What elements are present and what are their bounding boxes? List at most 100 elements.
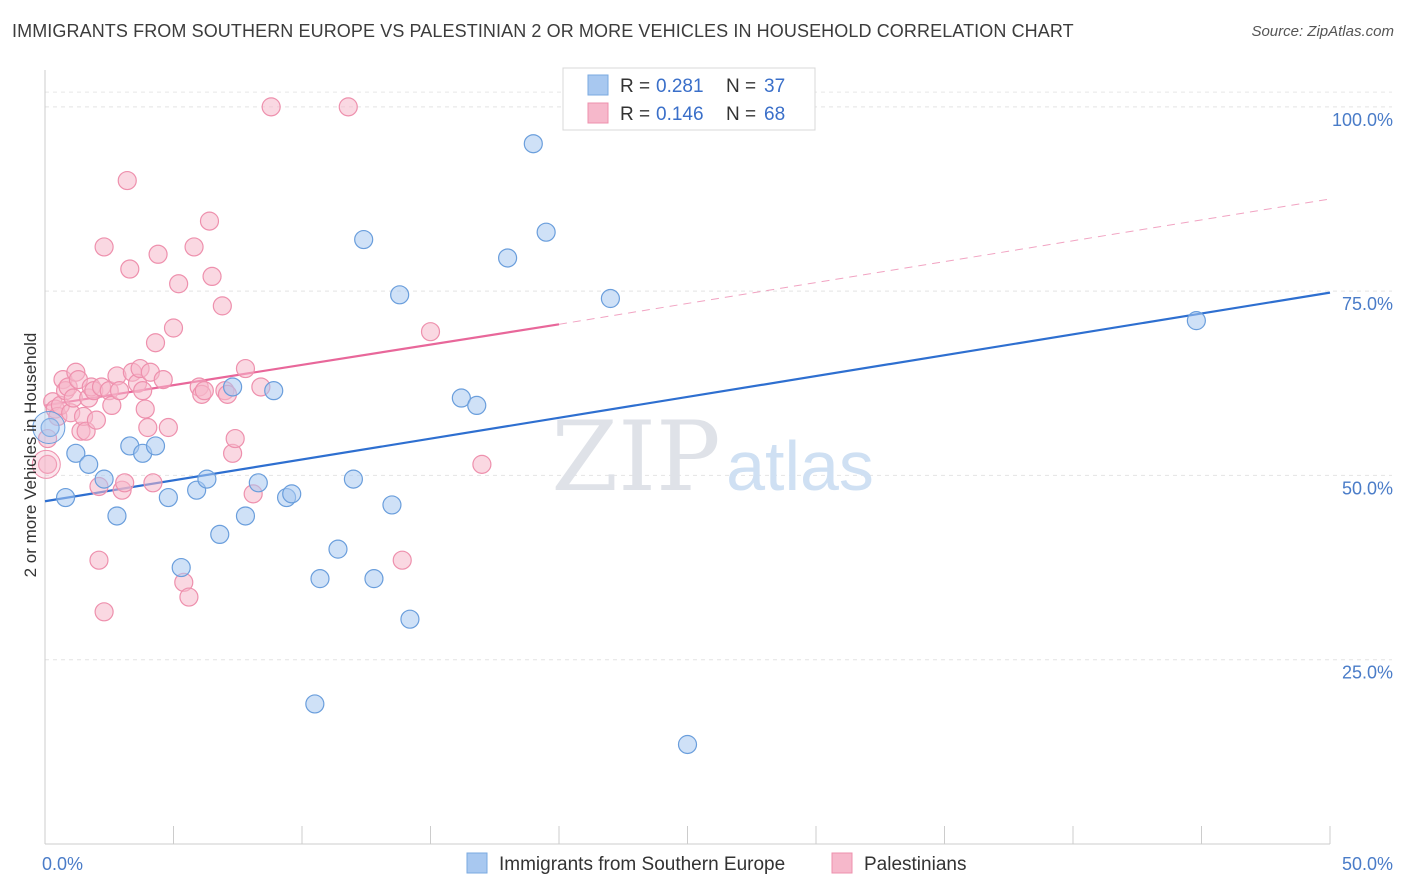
point-palestinians-23 bbox=[94, 602, 114, 622]
tick-labels: 25.0% 50.0% 75.0% 100.0% 0.0% 50.0% bbox=[42, 110, 1393, 874]
legend-bottom: Immigrants from Southern Europe Palestin… bbox=[466, 852, 966, 875]
point-southern-europe-21 bbox=[310, 569, 330, 589]
bottom-legend-label-palestinians: Palestinians bbox=[864, 854, 966, 875]
watermark-atlas: atlas bbox=[726, 427, 874, 505]
point-palestinians-40 bbox=[143, 473, 163, 493]
point-southern-europe-32 bbox=[523, 134, 543, 154]
point-palestinians-64 bbox=[338, 97, 358, 117]
point-southern-europe-34 bbox=[600, 288, 621, 309]
point-southern-europe-35 bbox=[677, 734, 698, 755]
bottom-legend-label-southern-europe: Immigrants from Southern Europe bbox=[499, 854, 785, 875]
point-southern-europe-8 bbox=[145, 436, 166, 456]
point-palestinians-0 bbox=[37, 454, 58, 474]
point-palestinians-37 bbox=[135, 399, 155, 419]
y-tick-label-1: 50.0% bbox=[1342, 478, 1393, 498]
legend-r-label-1: R = bbox=[620, 104, 650, 125]
point-southern-europe-26 bbox=[382, 495, 402, 515]
point-southern-europe-24 bbox=[354, 229, 374, 250]
legend-top: R = 0.281 N = 37 R = 0.146 N = 68 bbox=[562, 67, 816, 131]
legend-r-value-1: 0.146 bbox=[656, 104, 704, 125]
chart-title: IMMIGRANTS FROM SOUTHERN EUROPE VS PALES… bbox=[12, 21, 1074, 41]
point-southern-europe-23 bbox=[343, 469, 363, 489]
legend-r-label-0: R = bbox=[620, 76, 650, 97]
point-southern-europe-30 bbox=[467, 395, 487, 415]
legend-n-label-0: N = bbox=[726, 76, 756, 97]
watermark-zip: ZIP bbox=[551, 401, 720, 513]
point-palestinians-24 bbox=[94, 237, 114, 257]
point-southern-europe-33 bbox=[536, 222, 556, 242]
point-southern-europe-cluster bbox=[32, 411, 66, 445]
point-palestinians-19 bbox=[86, 410, 107, 430]
point-southern-europe-16 bbox=[248, 473, 268, 493]
legend-swatch-palestinians bbox=[587, 102, 609, 124]
point-palestinians-53 bbox=[199, 211, 220, 231]
point-palestinians-44 bbox=[158, 417, 178, 438]
point-palestinians-41 bbox=[145, 333, 166, 353]
point-southern-europe-3 bbox=[79, 454, 99, 474]
bottom-legend-swatch-southern-europe bbox=[466, 852, 488, 874]
point-palestinians-26 bbox=[102, 395, 122, 415]
point-palestinians-42 bbox=[148, 244, 168, 264]
point-southern-europe-2 bbox=[66, 443, 86, 463]
point-southern-europe-0 bbox=[40, 417, 60, 438]
legend-swatch-southern-europe bbox=[587, 74, 609, 96]
point-southern-europe-4 bbox=[94, 469, 114, 489]
bottom-legend-swatch-palestinians bbox=[831, 852, 853, 874]
y-tick-label-3: 100.0% bbox=[1332, 110, 1393, 130]
point-southern-europe-31 bbox=[498, 248, 518, 268]
legend-r-value-0: 0.281 bbox=[656, 76, 704, 97]
point-palestinians-67 bbox=[472, 454, 492, 474]
point-palestinians-21 bbox=[89, 550, 109, 570]
point-southern-europe-12 bbox=[197, 469, 217, 489]
point-southern-europe-29 bbox=[451, 388, 471, 408]
point-palestinians-55 bbox=[212, 296, 232, 316]
trend-line-extension-1 bbox=[558, 198, 1331, 325]
point-palestinians-49 bbox=[184, 237, 204, 257]
legend-n-value-0: 37 bbox=[764, 76, 785, 97]
point-southern-europe-25 bbox=[364, 569, 384, 589]
point-palestinians-30 bbox=[115, 473, 135, 493]
legend-n-value-1: 68 bbox=[764, 104, 785, 125]
point-southern-europe-28 bbox=[400, 609, 420, 629]
point-palestinians-43 bbox=[153, 370, 173, 390]
x-tick-label-1: 50.0% bbox=[1342, 854, 1393, 874]
watermark: ZIP atlas bbox=[551, 401, 874, 513]
point-palestinians-54 bbox=[202, 266, 222, 286]
point-palestinians-31 bbox=[117, 170, 137, 191]
y-tick-label-0: 25.0% bbox=[1342, 663, 1393, 683]
point-southern-europe-17 bbox=[264, 381, 284, 401]
point-southern-europe-13 bbox=[210, 524, 230, 545]
point-southern-europe-9 bbox=[158, 487, 178, 508]
y-tick-label-2: 75.0% bbox=[1342, 294, 1393, 314]
point-palestinians-28 bbox=[109, 381, 130, 401]
chart-source: Source: ZipAtlas.com bbox=[1251, 23, 1394, 40]
point-palestinians-36 bbox=[133, 381, 153, 401]
trend-line-0 bbox=[44, 291, 1331, 503]
point-palestinians-63 bbox=[261, 97, 281, 117]
point-southern-europe-22 bbox=[328, 539, 348, 559]
point-southern-europe-15 bbox=[235, 506, 256, 526]
point-southern-europe-19 bbox=[282, 484, 302, 504]
data-points bbox=[31, 97, 1206, 755]
point-southern-europe-1 bbox=[55, 487, 76, 508]
y-axis-label: 2 or more Vehicles in Household bbox=[21, 333, 40, 578]
x-tick-label-0: 0.0% bbox=[42, 854, 83, 874]
point-southern-europe-36 bbox=[1186, 311, 1206, 331]
point-southern-europe-27 bbox=[390, 285, 410, 305]
point-palestinians-45 bbox=[163, 318, 184, 338]
point-southern-europe-5 bbox=[107, 506, 127, 526]
point-palestinians-48 bbox=[179, 587, 199, 607]
point-palestinians-32 bbox=[120, 259, 140, 279]
point-palestinians-52 bbox=[194, 381, 214, 401]
legend-n-label-1: N = bbox=[726, 104, 756, 125]
trend-line-1 bbox=[44, 323, 560, 407]
point-palestinians-66 bbox=[420, 322, 441, 342]
trend-lines bbox=[44, 198, 1331, 503]
point-southern-europe-10 bbox=[171, 557, 191, 578]
point-palestinians-46 bbox=[169, 274, 189, 294]
point-palestinians-59 bbox=[225, 428, 245, 449]
point-southern-europe-14 bbox=[223, 377, 243, 397]
point-palestinians-65 bbox=[392, 550, 412, 570]
point-palestinians-38 bbox=[138, 417, 158, 438]
